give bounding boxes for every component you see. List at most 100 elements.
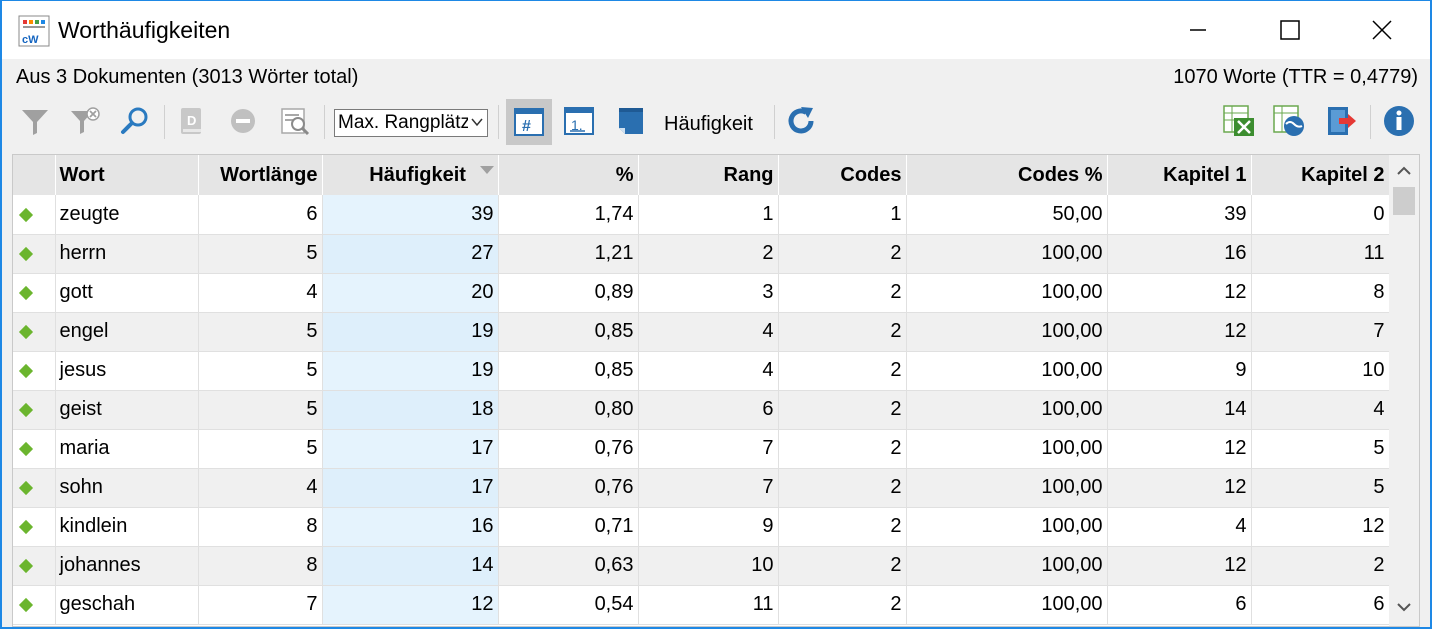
word-length-cell: 5 xyxy=(198,390,323,430)
column-header-percent[interactable]: % xyxy=(498,155,639,195)
remove-icon[interactable] xyxy=(224,101,262,141)
word-cell: johannes xyxy=(55,546,199,586)
column-header-marker[interactable] xyxy=(13,155,56,195)
export-icon[interactable] xyxy=(1322,101,1360,141)
vertical-scrollbar[interactable] xyxy=(1389,155,1419,626)
table-row[interactable]: gott 4 20 0,89 3 2 100,00 12 8 xyxy=(13,273,1390,313)
document-view-icon[interactable] xyxy=(612,101,650,141)
row-marker xyxy=(13,429,56,469)
rank-cell: 7 xyxy=(638,468,779,508)
column-header-codes[interactable]: Codes xyxy=(778,155,907,195)
table-row[interactable]: maria 5 17 0,76 7 2 100,00 12 5 xyxy=(13,429,1390,469)
kapitel-2-cell: 10 xyxy=(1251,351,1390,391)
column-header-wort[interactable]: Wort xyxy=(55,155,199,195)
dictionary-icon[interactable]: D xyxy=(172,101,210,141)
scroll-up-icon[interactable] xyxy=(1389,157,1419,185)
frequency-table: Wort Wortlänge Häufigkeit % Rang Codes C… xyxy=(12,154,1420,627)
word-cell: gott xyxy=(55,273,199,313)
codes-cell: 2 xyxy=(778,312,907,352)
column-header-kapitel-2[interactable]: Kapitel 2 xyxy=(1251,155,1390,195)
percent-cell: 0,71 xyxy=(498,507,639,547)
clear-filter-icon[interactable] xyxy=(66,101,104,141)
table-row[interactable]: zeugte 6 39 1,74 1 1 50,00 39 0 xyxy=(13,195,1390,235)
table-row[interactable]: engel 5 19 0,85 4 2 100,00 12 7 xyxy=(13,312,1390,352)
diamond-icon xyxy=(18,285,34,301)
frequency-cell: 19 xyxy=(322,351,499,391)
table-row[interactable]: geist 5 18 0,80 6 2 100,00 14 4 xyxy=(13,390,1390,430)
diamond-icon xyxy=(18,441,34,457)
excel-export-icon[interactable] xyxy=(1220,101,1258,141)
row-marker xyxy=(13,351,56,391)
kapitel-1-cell: 12 xyxy=(1107,312,1252,352)
codes-cell: 2 xyxy=(778,585,907,625)
sort-label: Häufigkeit xyxy=(664,113,753,135)
search-icon[interactable] xyxy=(116,101,154,141)
table-row[interactable]: johannes 8 14 0,63 10 2 100,00 12 2 xyxy=(13,546,1390,586)
frequency-cell: 27 xyxy=(322,234,499,274)
column-header-wortlaenge[interactable]: Wortlänge xyxy=(198,155,323,195)
max-rank-select-value: Max. Rangplätze xyxy=(338,112,468,133)
column-header-haeufigkeit-label: Häufigkeit xyxy=(369,163,466,186)
kapitel-1-cell: 12 xyxy=(1107,273,1252,313)
minimize-button[interactable] xyxy=(1152,1,1244,59)
kapitel-2-cell: 4 xyxy=(1251,390,1390,430)
word-length-cell: 5 xyxy=(198,234,323,274)
codes-percent-cell: 100,00 xyxy=(906,312,1108,352)
scroll-down-icon[interactable] xyxy=(1389,593,1419,621)
rank-view-icon[interactable]: 1. xyxy=(560,101,598,141)
diamond-icon xyxy=(18,597,34,613)
codes-cell: 2 xyxy=(778,429,907,469)
column-header-rang[interactable]: Rang xyxy=(638,155,779,195)
frequency-cell: 18 xyxy=(322,390,499,430)
row-marker xyxy=(13,195,56,235)
refresh-icon[interactable] xyxy=(782,101,820,141)
title-bar[interactable]: cW Worthäufigkeiten xyxy=(2,1,1430,59)
codes-cell: 2 xyxy=(778,468,907,508)
percent-cell: 0,63 xyxy=(498,546,639,586)
scrollbar-thumb[interactable] xyxy=(1393,187,1415,215)
info-icon[interactable] xyxy=(1380,101,1418,141)
rank-cell: 2 xyxy=(638,234,779,274)
close-button[interactable] xyxy=(1336,1,1428,59)
header-row: Wort Wortlänge Häufigkeit % Rang Codes C… xyxy=(13,155,1390,195)
codes-percent-cell: 100,00 xyxy=(906,429,1108,469)
percent-cell: 0,76 xyxy=(498,468,639,508)
percent-cell: 1,74 xyxy=(498,195,639,235)
diamond-icon xyxy=(18,480,34,496)
frequency-cell: 39 xyxy=(322,195,499,235)
word-cell: zeugte xyxy=(55,195,199,235)
toolbar: D Max. Rangplätze # 1. Häufigkeit xyxy=(2,95,1430,151)
table-row[interactable]: herrn 5 27 1,21 2 2 100,00 16 11 xyxy=(13,234,1390,274)
rank-cell: 10 xyxy=(638,546,779,586)
table-row[interactable]: sohn 4 17 0,76 7 2 100,00 12 5 xyxy=(13,468,1390,508)
maximize-button[interactable] xyxy=(1244,1,1336,59)
kapitel-1-cell: 14 xyxy=(1107,390,1252,430)
kapitel-1-cell: 12 xyxy=(1107,546,1252,586)
word-cell: kindlein xyxy=(55,507,199,547)
table-row[interactable]: geschah 7 12 0,54 11 2 100,00 6 6 xyxy=(13,585,1390,625)
word-length-cell: 4 xyxy=(198,468,323,508)
kapitel-1-cell: 39 xyxy=(1107,195,1252,235)
search-list-icon[interactable] xyxy=(276,101,314,141)
web-export-icon[interactable] xyxy=(1270,101,1308,141)
window-title: Worthäufigkeiten xyxy=(58,17,231,43)
word-cell: engel xyxy=(55,312,199,352)
filter-icon[interactable] xyxy=(16,101,54,141)
column-header-kapitel-1[interactable]: Kapitel 1 xyxy=(1107,155,1252,195)
table-row[interactable]: kindlein 8 16 0,71 9 2 100,00 4 12 xyxy=(13,507,1390,547)
column-header-haeufigkeit[interactable]: Häufigkeit xyxy=(322,155,499,195)
kapitel-2-cell: 7 xyxy=(1251,312,1390,352)
word-length-cell: 4 xyxy=(198,273,323,313)
max-rank-select[interactable]: Max. Rangplätze xyxy=(334,109,488,137)
kapitel-1-cell: 6 xyxy=(1107,585,1252,625)
rank-cell: 6 xyxy=(638,390,779,430)
word-length-cell: 8 xyxy=(198,507,323,547)
ttr-summary: 1070 Worte (TTR = 0,4779) xyxy=(1173,66,1418,88)
kapitel-1-cell: 9 xyxy=(1107,351,1252,391)
diamond-icon xyxy=(18,558,34,574)
frequency-cell: 17 xyxy=(322,468,499,508)
svg-text:1.: 1. xyxy=(571,117,583,133)
column-header-codes-percent[interactable]: Codes % xyxy=(906,155,1108,195)
table-row[interactable]: jesus 5 19 0,85 4 2 100,00 9 10 xyxy=(13,351,1390,391)
frequency-view-icon[interactable]: # xyxy=(506,99,552,145)
